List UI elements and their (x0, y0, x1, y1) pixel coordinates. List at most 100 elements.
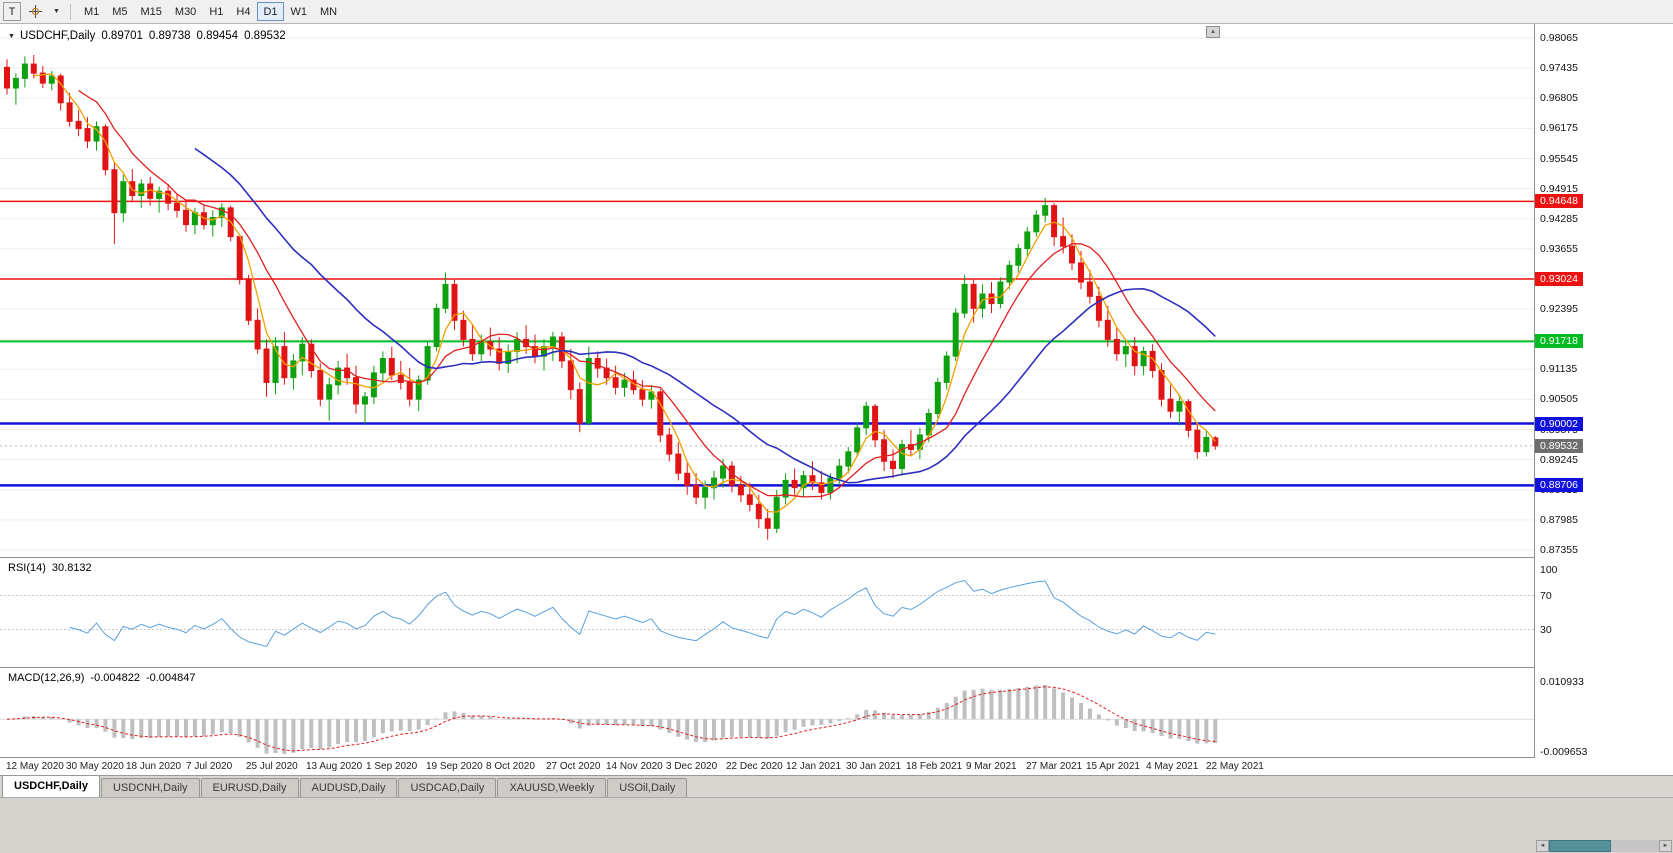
chart-tab-usdcad-daily[interactable]: USDCAD,Daily (398, 778, 497, 797)
price-axis-label: 0.94285 (1540, 212, 1578, 225)
one-click-trading-toggle-icon[interactable]: ▼ (8, 32, 15, 40)
rsi-value: 30.8132 (51, 562, 92, 574)
timeframe-button-m30[interactable]: M30 (169, 2, 202, 21)
horizontal-scrollbar[interactable]: ◄ ► (1536, 840, 1672, 852)
level-price-badge: 0.90002 (1535, 416, 1583, 431)
chart-tab-usoil-daily[interactable]: USOil,Daily (607, 778, 688, 797)
ohlc-low-value: 0.89454 (196, 30, 239, 42)
tool-dropdown-arrow-icon[interactable]: ▼ (50, 2, 63, 21)
scroll-right-button[interactable]: ► (1659, 840, 1672, 852)
crosshair-tool-icon[interactable] (23, 2, 48, 21)
bottom-status-area: ◄ ► (0, 798, 1673, 853)
rsi-name: RSI(14) (8, 562, 46, 574)
price-axis-label: 0.91135 (1540, 363, 1578, 376)
ohlc-high-value: 0.89738 (148, 30, 191, 42)
ohlc-open-value: 0.89701 (101, 30, 143, 42)
macd-axis-label: 0.010933 (1540, 676, 1584, 688)
price-axis-label: 0.87355 (1540, 544, 1578, 556)
price-axis-label: 0.95545 (1540, 152, 1578, 165)
price-axis-label: 0.97435 (1540, 62, 1578, 75)
timeframe-button-w1[interactable]: W1 (285, 2, 314, 21)
timeframe-toolbar: M1 M5 M15 M30 H1 H4 D1 W1 MN (78, 2, 343, 21)
date-label: 14 Nov 2020 (606, 761, 663, 772)
date-label: 22 May 2021 (1206, 761, 1264, 772)
timeframe-button-h1[interactable]: H1 (203, 2, 229, 21)
chart-title: ▼ USDCHF,Daily 0.89701 0.89738 0.89454 0… (8, 30, 286, 42)
timeframe-button-mn[interactable]: MN (314, 2, 343, 21)
timeframe-button-h4[interactable]: H4 (230, 2, 256, 21)
date-label: 18 Feb 2021 (906, 761, 963, 772)
price-axis-label: 0.94915 (1540, 182, 1578, 195)
price-axis-label: 0.96175 (1540, 122, 1578, 135)
price-axis-label: 0.87985 (1540, 513, 1578, 526)
rsi-plot (0, 558, 1534, 667)
date-label: 19 Sep 2020 (426, 761, 483, 772)
price-chart-pane[interactable]: ▼ USDCHF,Daily 0.89701 0.89738 0.89454 0… (0, 24, 1534, 558)
scrollbar-thumb[interactable] (1549, 840, 1611, 852)
macd-label: MACD(12,26,9) -0.004822 -0.004847 (8, 672, 196, 684)
chart-tab-xauusd-weekly[interactable]: XAUUSD,Weekly (497, 778, 607, 797)
timeframe-button-m5[interactable]: M5 (106, 2, 133, 21)
rsi-label: RSI(14) 30.8132 (8, 562, 92, 574)
price-axis-label: 0.98065 (1540, 32, 1578, 44)
top-toolbar: T ▼ M1 M5 M15 M30 H1 H4 D1 W1 MN (0, 0, 1673, 24)
scroll-left-button[interactable]: ◄ (1536, 840, 1549, 852)
chart-tab-usdcnh-daily[interactable]: USDCNH,Daily (100, 778, 200, 797)
toolbar-t-button[interactable]: T (3, 2, 21, 21)
scrollbar-track[interactable] (1611, 840, 1659, 852)
date-label: 25 Jul 2020 (246, 761, 298, 772)
date-label: 27 Mar 2021 (1026, 761, 1083, 772)
level-price-badge: 0.91718 (1535, 334, 1583, 349)
date-label: 3 Dec 2020 (666, 761, 718, 772)
ohlc-close-value: 0.89532 (244, 30, 286, 42)
macd-main-value: -0.004822 (90, 672, 140, 684)
current-price-badge: 0.89532 (1535, 438, 1583, 453)
chart-tab-audusd-daily[interactable]: AUDUSD,Daily (299, 778, 398, 797)
chart-symbol-label: USDCHF,Daily (19, 30, 96, 42)
date-label: 22 Dec 2020 (726, 761, 783, 772)
chart-tab-bar: USDCHF,Daily USDCNH,Daily EURUSD,Daily AUDU… (0, 775, 1673, 798)
price-axis[interactable]: 0.98065 0.97435 0.96805 0.96175 0.95545 0.949… (1534, 24, 1673, 758)
candlestick-plot (0, 24, 1534, 557)
macd-axis-label: -0.009653 (1540, 746, 1588, 758)
time-axis[interactable]: 12 May 2020 30 May 2020 18 Jun 2020 7 Jul 2… (0, 758, 1673, 776)
price-axis-label: 0.92395 (1540, 303, 1578, 316)
chart-shift-marker[interactable]: ▲ (1206, 26, 1220, 38)
timeframe-button-d1[interactable]: D1 (257, 2, 284, 21)
rsi-indicator-pane[interactable]: RSI(14) 30.8132 (0, 558, 1534, 668)
date-label: 4 May 2021 (1146, 761, 1199, 772)
level-price-badge: 0.94648 (1535, 194, 1583, 209)
toolbar-separator (69, 3, 71, 20)
macd-indicator-pane[interactable]: MACD(12,26,9) -0.004822 -0.004847 (0, 668, 1534, 758)
date-label: 12 Jan 2021 (786, 761, 842, 772)
date-label: 15 Apr 2021 (1086, 761, 1140, 772)
date-label: 12 May 2020 (6, 761, 64, 772)
date-label: 18 Jun 2020 (126, 761, 182, 772)
price-axis-label: 0.93655 (1540, 242, 1578, 255)
date-label: 1 Sep 2020 (366, 761, 418, 772)
chart-tab-eurusd-daily[interactable]: EURUSD,Daily (200, 778, 299, 797)
date-label: 8 Oct 2020 (486, 761, 535, 772)
date-label: 7 Jul 2020 (186, 761, 233, 772)
rsi-axis-label: 30 (1540, 623, 1552, 636)
rsi-axis-label: 100 (1540, 564, 1558, 576)
date-label: 30 May 2020 (66, 761, 124, 772)
macd-signal-value: -0.004847 (145, 672, 196, 684)
rsi-axis-label: 70 (1540, 589, 1552, 602)
crosshair-icon (29, 5, 42, 18)
date-label: 13 Aug 2020 (306, 761, 363, 772)
date-label: 27 Oct 2020 (546, 761, 601, 772)
level-price-badge: 0.88706 (1535, 478, 1583, 493)
timeframe-button-m15[interactable]: M15 (135, 2, 168, 21)
price-axis-label: 0.90505 (1540, 393, 1578, 406)
date-label: 9 Mar 2021 (966, 761, 1017, 772)
chart-tab-usdchf-daily[interactable]: USDCHF,Daily (2, 775, 100, 797)
macd-plot (0, 668, 1534, 757)
timeframe-button-m1[interactable]: M1 (78, 2, 105, 21)
level-price-badge: 0.93024 (1535, 272, 1583, 286)
price-axis-label: 0.89245 (1540, 453, 1578, 466)
date-label: 30 Jan 2021 (846, 761, 902, 772)
price-axis-label: 0.96805 (1540, 92, 1578, 105)
macd-name: MACD(12,26,9) (8, 672, 85, 684)
